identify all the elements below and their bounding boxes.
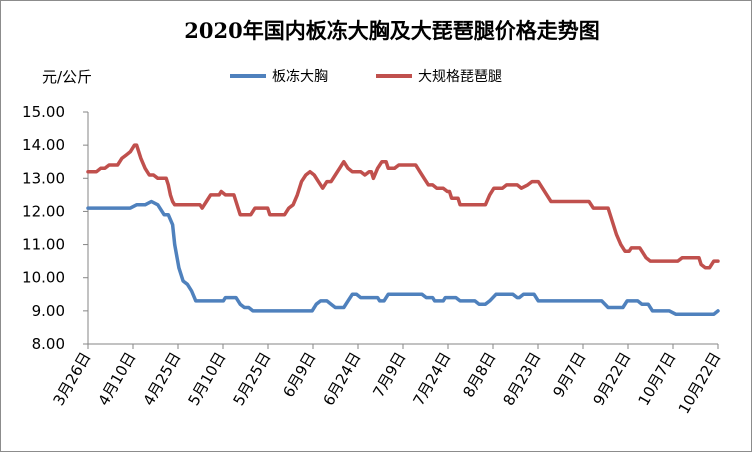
x-tick-label: 6月9日: [279, 349, 319, 401]
series-lines: [86, 143, 720, 316]
x-tick-label: 7月24日: [410, 349, 455, 409]
y-tick-label: 9.00: [32, 302, 65, 320]
x-tick-label: 9月22日: [590, 349, 635, 409]
y-tick-label: 14.00: [22, 136, 65, 154]
y-tick-label: 12.00: [22, 202, 65, 220]
x-tick-label: 9月7日: [549, 349, 589, 401]
chart-title: 2020年国内板冻大胸及大琵琶腿价格走势图: [184, 18, 599, 43]
x-tick-label: 6月24日: [320, 349, 365, 409]
y-tick-label: 10.00: [22, 269, 65, 287]
y-tick-label: 8.00: [32, 335, 65, 353]
y-axis-unit-label: 元/公斤: [42, 68, 92, 86]
legend-label-drumstick: 大规格琵琶腿: [418, 69, 502, 85]
y-tick-label: 15.00: [22, 103, 65, 121]
x-tick-label: 8月8日: [459, 349, 499, 401]
y-tick-label: 13.00: [22, 169, 65, 187]
x-tick-label: 5月10日: [185, 349, 230, 409]
y-axis-ticks: 8.00 9.00 10.00 11.00 12.00 13.00 14.00 15.00: [22, 103, 88, 353]
y-tick-label: 11.00: [22, 236, 65, 254]
x-axis-ticks: 3月26日 4月10日 4月25日 5月10日 5月25日 6月9日 6月24日 7月9日 7月…: [50, 344, 725, 417]
x-tick-label: 10月22日: [675, 349, 725, 417]
x-tick-label: 4月10日: [95, 349, 140, 409]
x-tick-label: 8月23日: [500, 349, 545, 409]
legend-label-breast: 板冻大胸: [272, 68, 328, 85]
x-tick-label: 4月25日: [140, 349, 185, 409]
series-line-breast: [86, 199, 720, 316]
x-tick-label: 3月26日: [50, 349, 95, 409]
legend: 板冻大胸 大规格琵琶腿: [230, 68, 502, 85]
x-tick-label: 7月9日: [369, 349, 409, 401]
series-line-drumstick: [86, 143, 720, 270]
x-tick-label: 10月7日: [635, 349, 680, 409]
x-tick-label: 5月25日: [230, 349, 275, 409]
axes: [87, 112, 718, 345]
